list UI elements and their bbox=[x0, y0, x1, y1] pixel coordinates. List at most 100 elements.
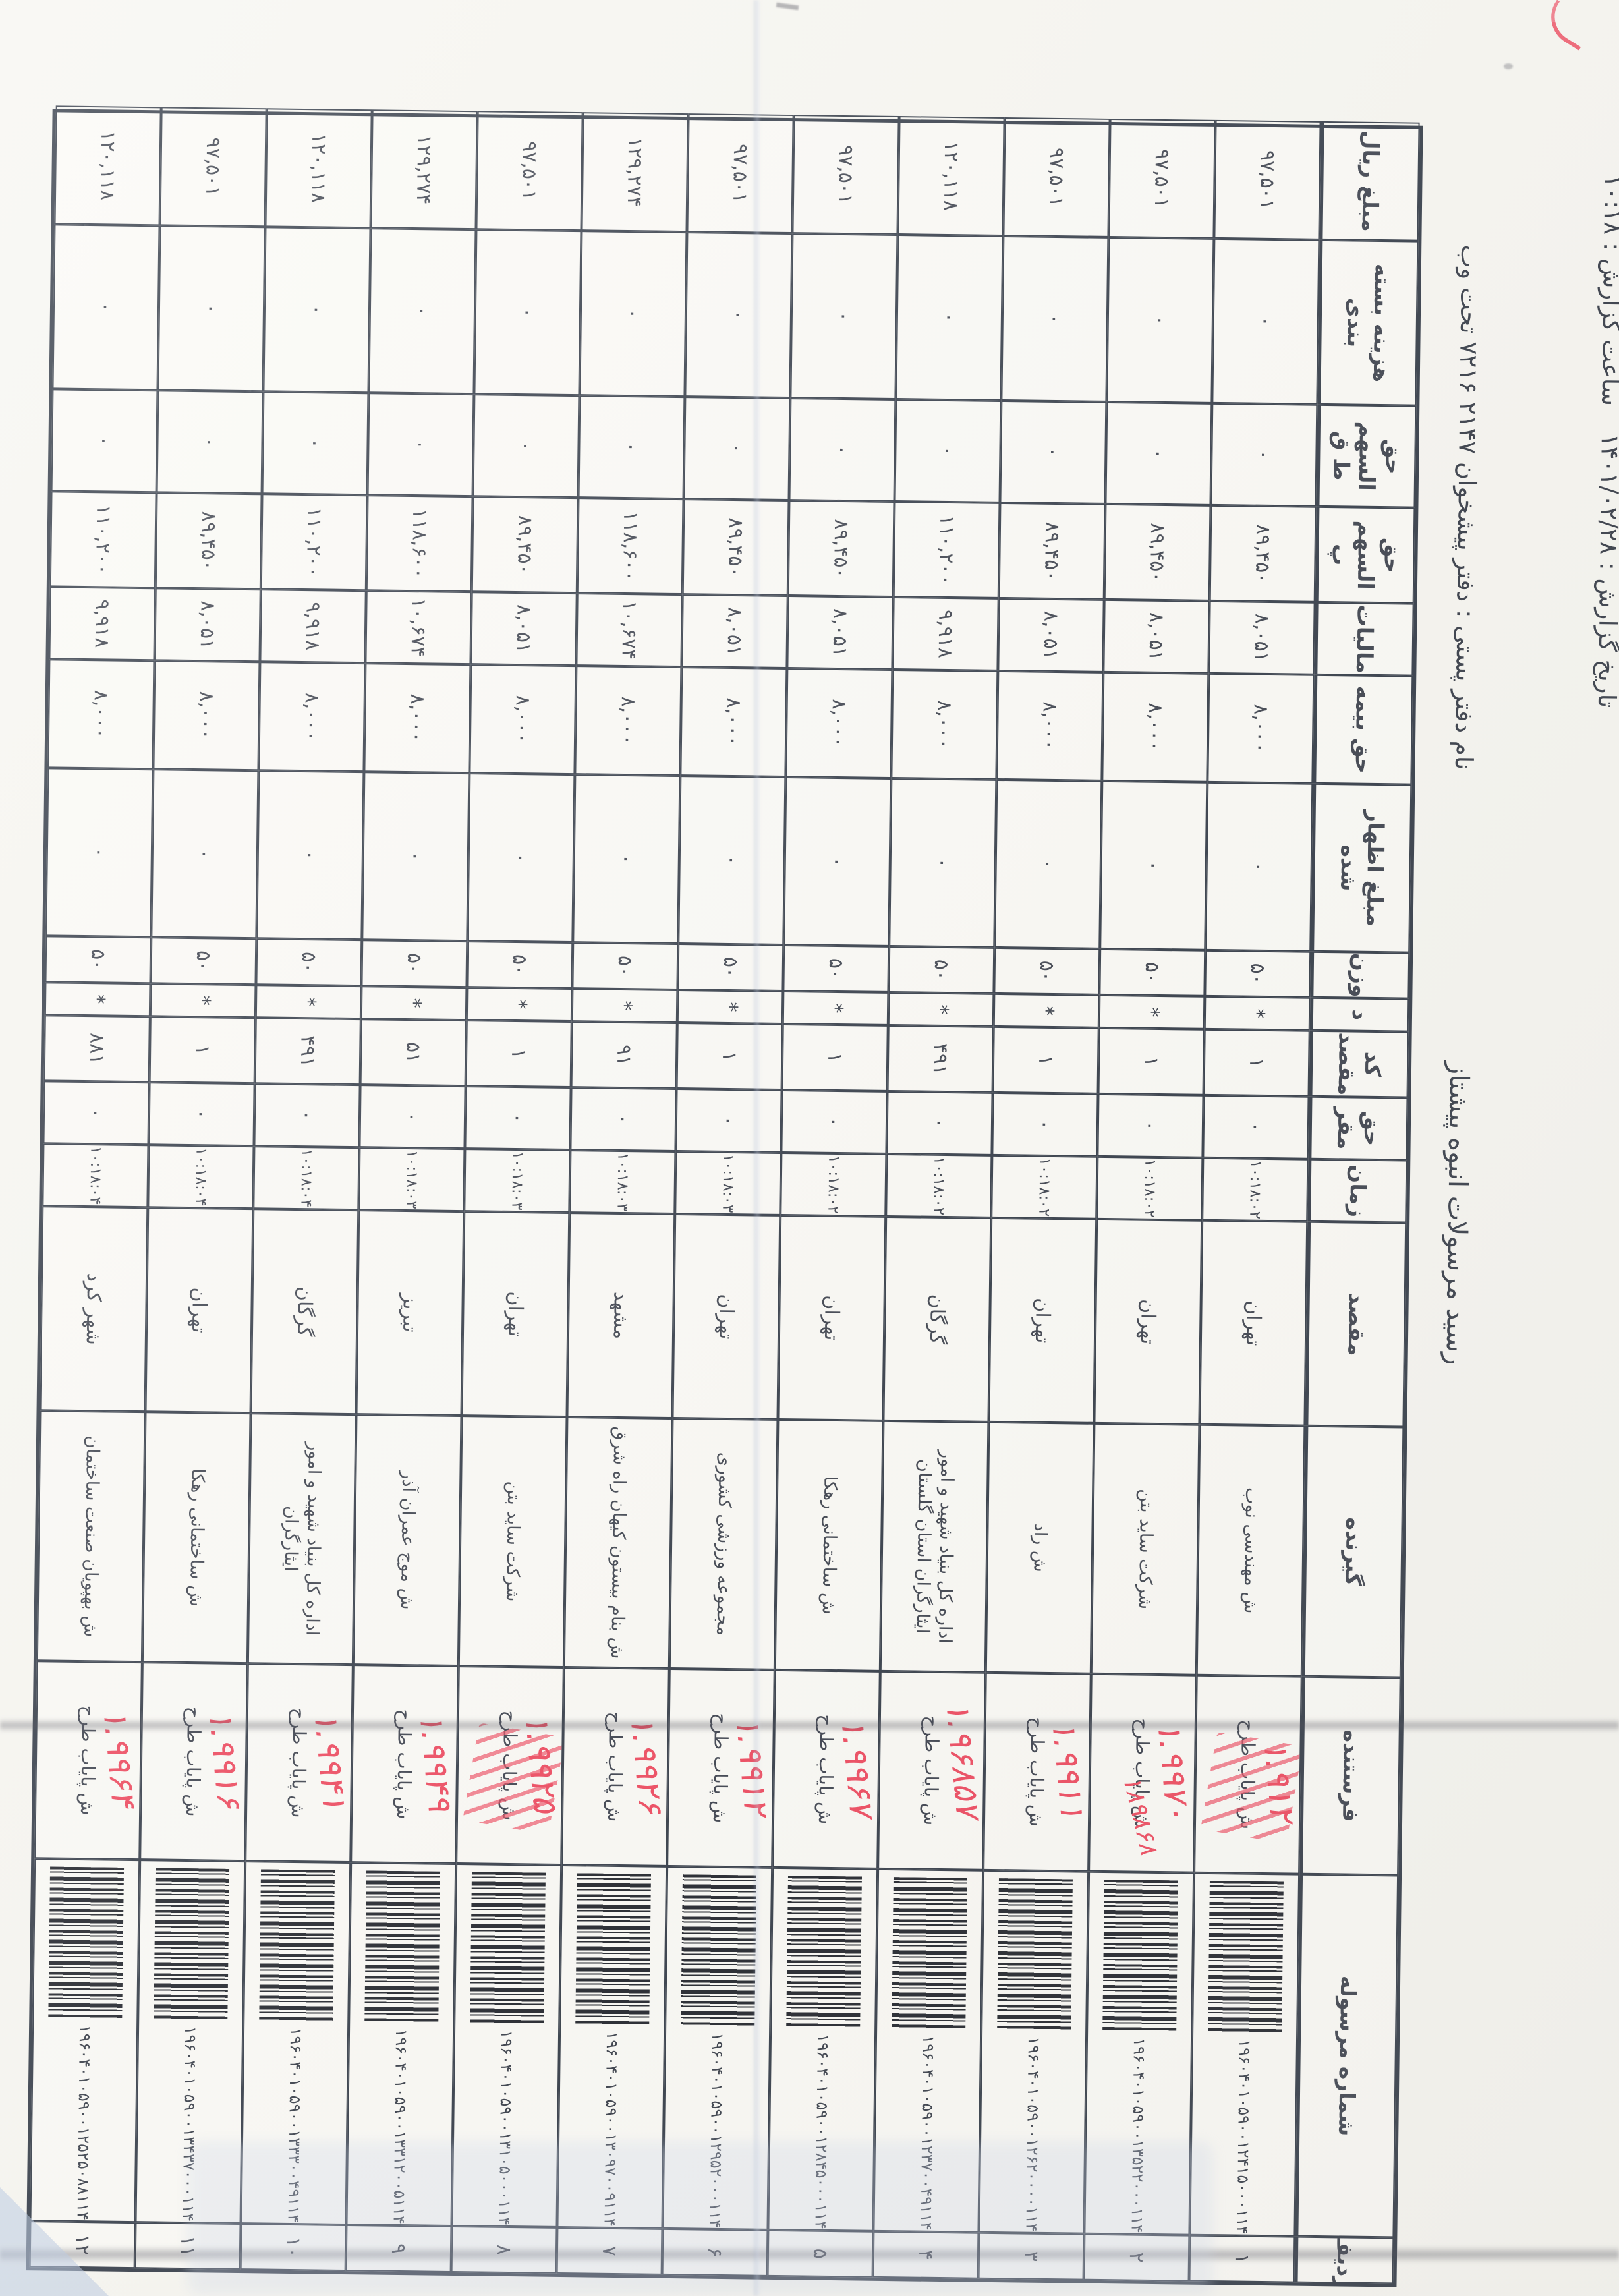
report-datetime-line: تاریخ گزارش : ۱۴۰۱/۰۲/۲۸ ساعت گزارش : ۱۰… bbox=[1593, 174, 1619, 708]
cell-share_tq-row4: ۰ bbox=[894, 399, 1002, 503]
cell-amount-row12: ۱۲۰,۱۱۸ bbox=[54, 105, 161, 226]
cell-receiver-row2: شرکت ساید بتن bbox=[1091, 1423, 1200, 1675]
col-header-sender: فرستنده bbox=[1299, 1676, 1401, 1876]
sender-wrap: ش پایاب طرح ۱.۹۹۶۴ bbox=[36, 1662, 142, 1858]
sender-wrap: ش پایاب طرح ۱.۹۶۸۵۷ bbox=[879, 1673, 985, 1869]
cell-weight-row9: ۵۰ bbox=[361, 940, 468, 988]
cell-d-row2: * bbox=[1098, 994, 1205, 1029]
barcode-image bbox=[1208, 1880, 1284, 2033]
cell-amount-row6: ۹۷,۵۰۱ bbox=[687, 113, 794, 234]
cell-share_tq-row12: ۰ bbox=[51, 389, 158, 493]
col-header-weight: وزن bbox=[1310, 951, 1410, 999]
sender-wrap: ش پایاب طرح ۱.۹۹۴۱ bbox=[246, 1665, 353, 1861]
col-header-parcel: شماره مرسوله bbox=[1295, 1874, 1399, 2238]
cell-destination-row2: تهران bbox=[1094, 1219, 1203, 1425]
cell-weight-row8: ۵۰ bbox=[467, 941, 573, 989]
col-header-share_p: حق السهم پ bbox=[1315, 506, 1415, 604]
cell-packaging-row11: ۰ bbox=[157, 225, 266, 392]
cell-d-row7: * bbox=[571, 989, 678, 1023]
cell-dest_code-row12: ۸۸۱ bbox=[43, 1015, 150, 1083]
barcode-image bbox=[48, 1866, 125, 2019]
cell-tax-row10: ۹,۹۱۸ bbox=[260, 589, 366, 664]
cell-insurance-row6: ۸,۰۰۰ bbox=[680, 667, 787, 778]
cell-share_p-row7: ۱۱۸,۶۰۰ bbox=[577, 498, 684, 595]
cell-receiver-row11: ش ساختمانی رهکا bbox=[142, 1412, 251, 1664]
cell-amount-row7: ۱۲۹,۲۷۴ bbox=[581, 112, 689, 233]
col-header-packaging: هزینه بسته بندی bbox=[1317, 239, 1419, 406]
cell-haq_maqar-row12: ۰ bbox=[43, 1081, 150, 1145]
cell-d-row9: * bbox=[360, 986, 467, 1021]
cell-share_tq-row1: ۰ bbox=[1210, 403, 1318, 507]
cell-declared-row4: ۰ bbox=[889, 778, 997, 948]
cell-time-row2: ۱۰:۱۸:۰۲ bbox=[1096, 1156, 1203, 1220]
cell-amount-row5: ۹۷,۵۰۱ bbox=[792, 115, 899, 235]
cell-insurance-row2: ۸,۰۰۰ bbox=[1102, 672, 1209, 782]
cell-share_p-row11: ۸۹,۴۵۰ bbox=[155, 492, 262, 590]
cell-share_tq-row11: ۰ bbox=[156, 390, 264, 494]
cell-share_p-row4: ۱۱۰,۲۰۰ bbox=[893, 501, 1000, 598]
cell-tax-row9: ۱۰,۶۷۴ bbox=[365, 590, 472, 665]
barcode-image bbox=[892, 1877, 967, 2030]
sender-handwritten-number: ۱.۹۹۷۰ bbox=[1150, 1719, 1197, 1822]
cell-d-row10: * bbox=[255, 985, 362, 1019]
cell-dest_code-row3: ۱ bbox=[992, 1026, 1099, 1094]
cell-haq_maqar-row2: ۰ bbox=[1097, 1093, 1204, 1158]
cell-declared-row10: ۰ bbox=[256, 770, 364, 940]
cell-destination-row11: تهران bbox=[145, 1207, 254, 1414]
sender-wrap: ش پایاب طرح ۱.۹۹۴۹ bbox=[352, 1666, 459, 1862]
parcel-wrap: ۱۹۶۰۴۰۱۰۵۹۰۰۱۲۵۲۵۰۸۸۱۱۴ bbox=[32, 1860, 139, 2221]
cell-haq_maqar-row6: ۰ bbox=[675, 1089, 782, 1153]
cell-receiver-row8: شرکت ساید بتن bbox=[458, 1416, 567, 1667]
cell-receiver-row4: اداره کل بنیاد شهید و امور ایثارگران است… bbox=[880, 1420, 989, 1673]
cell-share_p-row2: ۸۹,۴۵۰ bbox=[1104, 503, 1211, 601]
cell-amount-row2: ۹۷,۵۰۱ bbox=[1108, 118, 1216, 239]
cell-dest_code-row4: ۴۹۱ bbox=[887, 1025, 994, 1093]
cell-insurance-row4: ۸,۰۰۰ bbox=[891, 669, 998, 780]
red-scribble bbox=[1200, 1731, 1302, 1844]
scan-light-artifact bbox=[188, 2142, 1212, 2295]
cell-share_tq-row8: ۰ bbox=[472, 394, 580, 498]
paper-crease bbox=[753, 0, 760, 2296]
cell-insurance-row9: ۸,۰۰۰ bbox=[364, 663, 471, 774]
receipt-table: ردیفشماره مرسولهفرستندهگیرندهمقصدزمانحق … bbox=[26, 105, 1423, 2287]
cell-receiver-row12: ش بهپویان صنعت ساختمان bbox=[36, 1410, 146, 1663]
cell-packaging-row7: ۰ bbox=[579, 231, 687, 397]
cell-haq_maqar-row9: ۰ bbox=[359, 1085, 466, 1149]
col-header-insurance: حق بیمه bbox=[1313, 674, 1413, 785]
cell-d-row12: * bbox=[44, 982, 151, 1017]
col-header-destination: مقصد bbox=[1305, 1221, 1407, 1427]
cell-insurance-row8: ۸,۰۰۰ bbox=[469, 664, 577, 775]
cell-sender-row12: ش پایاب طرح ۱.۹۹۶۴ bbox=[34, 1661, 142, 1860]
cell-tax-row8: ۸,۰۵۱ bbox=[470, 592, 577, 666]
cell-declared-row7: ۰ bbox=[573, 774, 681, 944]
cell-packaging-row3: ۰ bbox=[1001, 235, 1109, 402]
cell-packaging-row1: ۰ bbox=[1212, 238, 1320, 405]
sender-printed-name: ش پایاب طرح bbox=[920, 1715, 944, 1826]
cell-packaging-row9: ۰ bbox=[368, 228, 476, 395]
cell-dest_code-row2: ۱ bbox=[1098, 1027, 1205, 1095]
cell-sender-row5: ش پایاب طرح ۱.۹۹۶۷ bbox=[772, 1669, 880, 1869]
cell-destination-row12: شهر کرد bbox=[40, 1206, 148, 1412]
cell-declared-row1: ۰ bbox=[1205, 782, 1313, 952]
cell-share_tq-row7: ۰ bbox=[578, 395, 685, 500]
cell-weight-row5: ۵۰ bbox=[783, 944, 890, 992]
cell-receiver-row3: ش راد bbox=[985, 1421, 1094, 1674]
cell-sender-row10: ش پایاب طرح ۱.۹۹۴۱ bbox=[245, 1663, 353, 1863]
cell-receiver-row6: مجموعه ورزشی کشوری bbox=[669, 1418, 778, 1670]
cell-time-row9: ۱۰:۱۸:۰۳ bbox=[358, 1147, 465, 1212]
cell-d-row1: * bbox=[1204, 996, 1311, 1031]
sender-wrap: ش پایاب طرح ۱.۹۹۱۶ bbox=[141, 1663, 248, 1860]
cell-dest_code-row6: ۱ bbox=[676, 1023, 783, 1090]
col-header-declared: مبلغ اظهار شده bbox=[1311, 783, 1412, 953]
cell-packaging-row10: ۰ bbox=[263, 227, 371, 393]
small-smudge-dot bbox=[1504, 63, 1513, 69]
cell-amount-row4: ۱۲۰,۱۱۸ bbox=[897, 116, 1005, 236]
cell-tax-row4: ۹,۹۱۸ bbox=[892, 596, 999, 671]
barcode-image bbox=[786, 1876, 862, 2028]
cell-amount-row9: ۱۲۹,۲۷۴ bbox=[370, 109, 478, 230]
cell-tax-row3: ۸,۰۵۱ bbox=[998, 598, 1104, 672]
